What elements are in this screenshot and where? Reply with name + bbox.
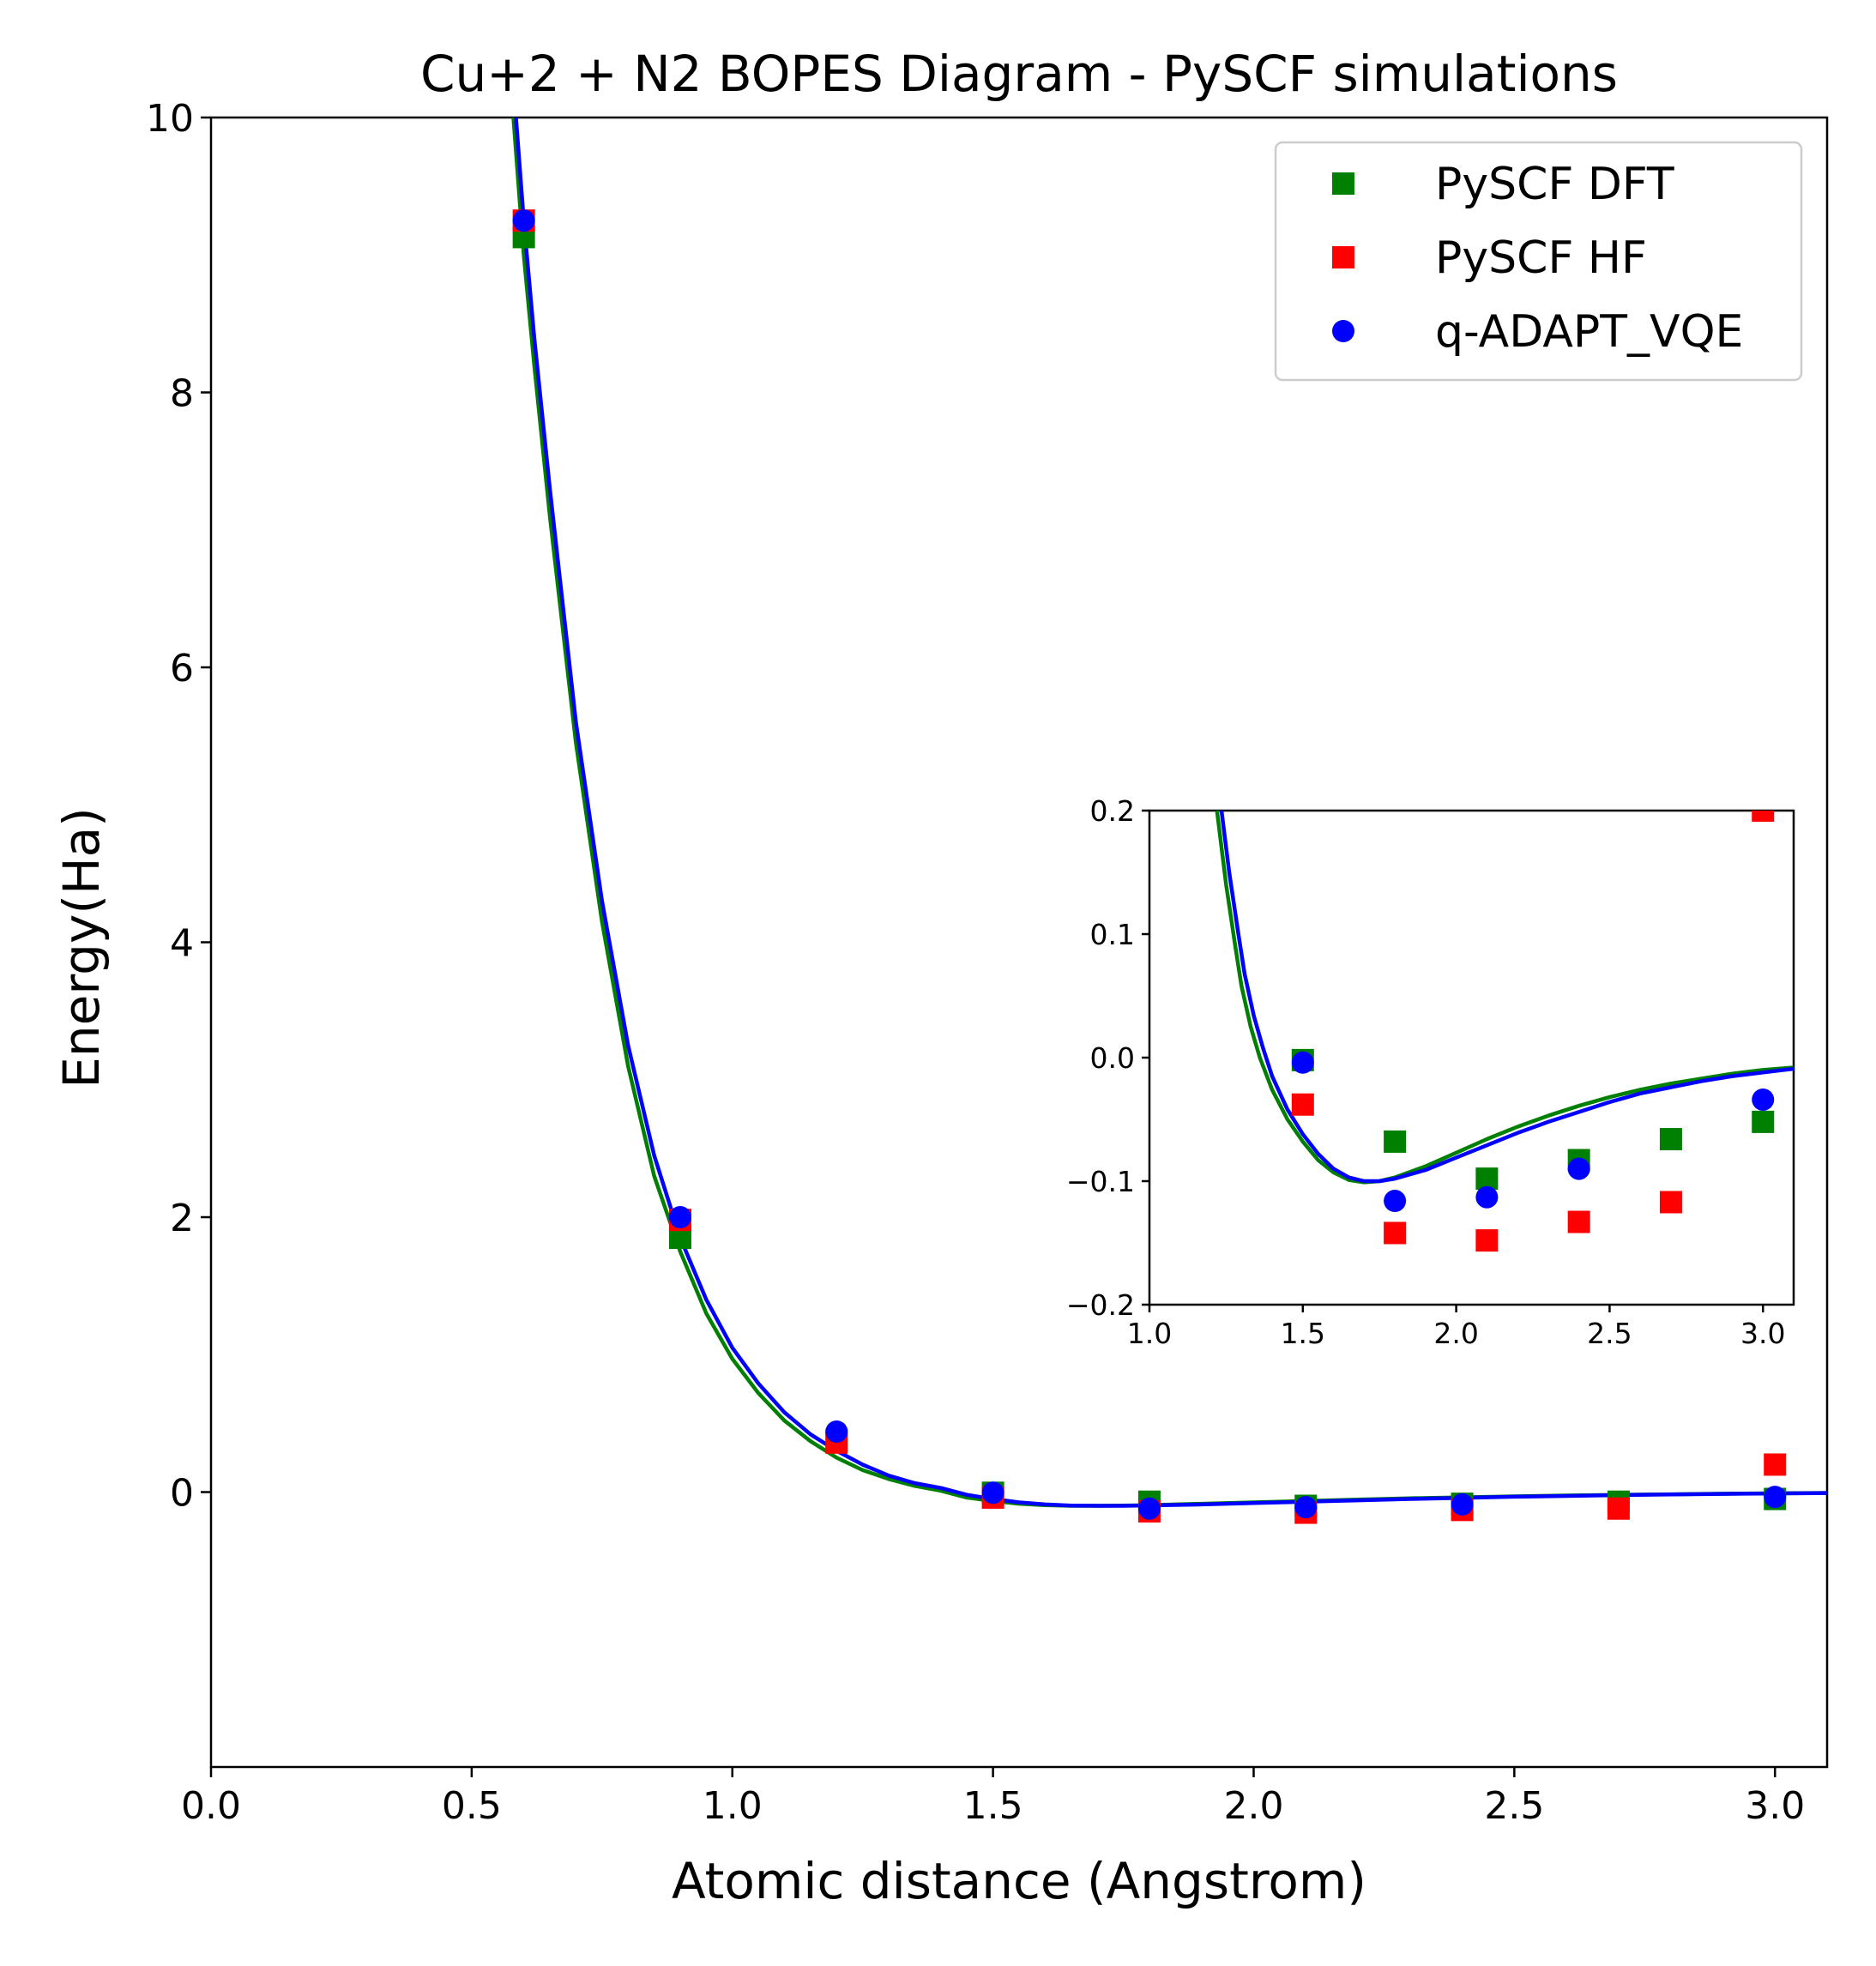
main-point-pyscf-hf [1764, 1453, 1787, 1476]
inset-point-q-adapt-vqe [1567, 1157, 1590, 1180]
inset-fit-curve-2 [1219, 811, 1794, 1184]
inset-point-pyscf-hf [1291, 1093, 1314, 1116]
main-y-tick-label: 10 [146, 97, 194, 141]
inset-y-tick-label: 0.0 [1090, 1041, 1135, 1075]
legend-label-pyscf-hf: PySCF HF [1435, 232, 1647, 284]
main-y-tick-label: 0 [170, 1472, 194, 1516]
inset-x-tick-label: 1.5 [1281, 1317, 1325, 1350]
main-point-q-adapt-vqe [1294, 1496, 1318, 1519]
inset-frame [1148, 809, 1795, 1306]
x-axis-label: Atomic distance (Angstrom) [672, 1852, 1366, 1910]
inset-x-tick-label: 2.0 [1433, 1317, 1478, 1350]
inset-y-tick-label: 0.1 [1090, 918, 1135, 951]
legend: PySCF DFT PySCF HF q-ADAPT_VQE [1274, 141, 1803, 382]
legend-marker-pyscf-dft [1332, 172, 1354, 195]
main-x-tick-label: 2.0 [1223, 1784, 1283, 1828]
main-point-q-adapt-vqe [825, 1420, 848, 1443]
legend-marker-pyscf-hf [1332, 246, 1354, 268]
inset-point-q-adapt-vqe [1291, 1051, 1314, 1074]
inset-x-tick-label: 1.0 [1127, 1317, 1172, 1350]
inset-point-pyscf-hf [1659, 1191, 1682, 1214]
inset-plot-area: 1.0 1.5 2.0 2.5 3.0 0.2 0.1 0.0 −0.1 −0.2 [1066, 794, 1795, 1350]
inset-point-q-adapt-vqe [1384, 1190, 1407, 1213]
main-x-tick-label: 1.0 [703, 1784, 763, 1828]
main-x-tick-label: 0.5 [442, 1784, 502, 1828]
inset-x-tick-label: 2.5 [1587, 1317, 1632, 1350]
main-point-q-adapt-vqe [1137, 1497, 1161, 1520]
inset-point-q-adapt-vqe [1752, 1088, 1775, 1111]
inset-point-pyscf-hf [1475, 1229, 1499, 1252]
inset-point-q-adapt-vqe [1475, 1185, 1499, 1209]
inset-point-pyscf-dft [1659, 1128, 1682, 1151]
inset-y-tick-label: −0.2 [1066, 1288, 1135, 1322]
inset-y-tick-label: −0.1 [1066, 1165, 1135, 1198]
chart-title: Cu+2 + N2 BOPES Diagram - PySCF simulati… [420, 45, 1618, 103]
inset-point-pyscf-hf [1384, 1221, 1407, 1245]
main-point-q-adapt-vqe [668, 1206, 691, 1228]
main-point-pyscf-hf [1607, 1497, 1630, 1520]
inset-y-tick-label: 0.2 [1090, 794, 1135, 828]
main-fit-curve-2 [514, 118, 1827, 1508]
main-y-tick-label: 4 [170, 922, 194, 966]
y-axis-label: Energy(Ha) [52, 807, 111, 1088]
main-point-q-adapt-vqe [512, 209, 535, 232]
main-x-tick-label: 3.0 [1745, 1784, 1805, 1828]
inset-point-pyscf-hf [1567, 1210, 1590, 1233]
inset-point-pyscf-dft [1384, 1130, 1407, 1153]
legend-label-pyscf-dft: PySCF DFT [1435, 159, 1674, 210]
inset-point-pyscf-dft [1752, 1110, 1775, 1133]
legend-label-q-adapt-vqe: q-ADAPT_VQE [1435, 306, 1743, 358]
main-x-tick-label: 2.5 [1484, 1784, 1544, 1828]
main-x-tick-label: 1.5 [963, 1784, 1023, 1828]
legend-marker-q-adapt-vqe [1332, 320, 1354, 342]
legend-box [1274, 141, 1803, 382]
inset-point-pyscf-hf [1752, 811, 1775, 822]
main-x-tick-label: 0.0 [181, 1784, 241, 1828]
main-y-tick-label: 6 [170, 647, 194, 691]
main-point-q-adapt-vqe [1451, 1493, 1474, 1516]
inset-x-tick-label: 3.0 [1740, 1317, 1785, 1350]
main-point-q-adapt-vqe [981, 1481, 1004, 1505]
main-point-q-adapt-vqe [1764, 1486, 1787, 1509]
main-y-tick-label: 2 [170, 1197, 194, 1240]
main-y-tick-label: 8 [170, 372, 194, 416]
